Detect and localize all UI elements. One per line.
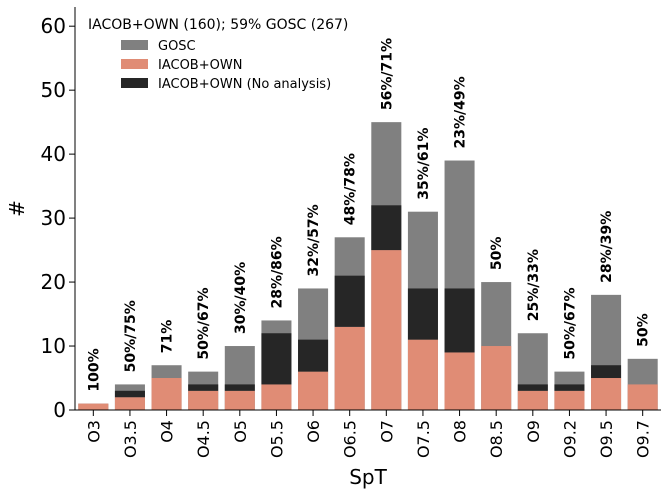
bar-no-analysis-O5	[225, 384, 255, 390]
bar-iacob-own-O7	[371, 250, 401, 410]
annotation-label: 48%/78%	[343, 153, 359, 225]
x-tick-label: O7.5	[414, 420, 433, 458]
bar-iacob-own-O6	[298, 372, 328, 410]
bar-iacob-own-O5.5	[261, 384, 291, 410]
y-axis-title: #	[5, 200, 29, 217]
annotation-label: 28%/86%	[269, 236, 285, 308]
annotation-label: 30%/40%	[233, 262, 249, 334]
y-tick-label: 20	[41, 270, 66, 294]
bars-group	[78, 122, 657, 410]
x-tick-label: O6.5	[341, 420, 360, 458]
legend: IACOB+OWN (160); 59% GOSC (267) GOSC IAC…	[88, 17, 348, 92]
x-tick-label: O8	[451, 420, 470, 443]
y-tick-label: 0	[53, 398, 66, 422]
x-tick-label: O9.2	[560, 420, 579, 458]
bar-iacob-own-O8.5	[481, 346, 511, 410]
annotation-label: 32%/57%	[306, 204, 322, 276]
x-tick-label: O5.5	[267, 420, 286, 458]
bar-iacob-own-O6.5	[335, 327, 365, 410]
bar-no-analysis-O4.5	[188, 384, 218, 390]
x-tick-label: O5	[231, 420, 250, 443]
bar-no-analysis-O6.5	[335, 276, 365, 327]
x-tick-label: O9.7	[634, 420, 653, 458]
annotation-label: 25%/33%	[526, 249, 542, 321]
legend-label-gosc: GOSC	[158, 39, 196, 54]
y-tick-label: 60	[41, 14, 66, 38]
bar-iacob-own-O4.5	[188, 391, 218, 410]
annotation-label: 50%/67%	[562, 287, 578, 359]
x-tick-label: O7	[377, 420, 396, 443]
x-tick-label: O4.5	[194, 420, 213, 458]
x-axis-title: SpT	[349, 465, 387, 489]
annotation-label: 50%/75%	[123, 300, 139, 372]
y-tick-label: 30	[41, 206, 66, 230]
annotation-label: 28%/39%	[599, 211, 615, 283]
x-tick-label: O4	[158, 420, 177, 443]
y-tick-label: 40	[41, 142, 66, 166]
annotation-label: 50%/67%	[196, 287, 212, 359]
bar-iacob-own-O5	[225, 391, 255, 410]
x-tick-label: O3.5	[121, 420, 140, 458]
bar-no-analysis-O9.5	[591, 365, 621, 378]
legend-title: IACOB+OWN (160); 59% GOSC (267)	[88, 17, 348, 33]
bar-iacob-own-O4	[152, 378, 182, 410]
legend-swatch-iacob-own	[121, 59, 148, 69]
annotation-label: 56%/71%	[379, 38, 395, 110]
legend-label-no-analysis: IACOB+OWN (No analysis)	[158, 77, 331, 92]
annotation-label: 50%	[489, 237, 505, 271]
bar-no-analysis-O6	[298, 340, 328, 372]
x-tick-label: O9.5	[597, 420, 616, 458]
annotation-label: 35%/61%	[416, 128, 432, 200]
annotation-label: 71%	[160, 320, 176, 354]
legend-swatch-no-analysis	[121, 78, 148, 88]
x-tick-label: O3	[84, 420, 103, 443]
bar-no-analysis-O7	[371, 205, 401, 250]
bar-no-analysis-O9	[518, 384, 548, 390]
legend-label-iacob-own: IACOB+OWN	[158, 58, 242, 73]
bar-iacob-own-O3	[78, 404, 108, 410]
bar-iacob-own-O9	[518, 391, 548, 410]
bar-iacob-own-O8	[445, 352, 475, 410]
annotation-label: 50%	[636, 313, 652, 347]
bar-iacob-own-O9.5	[591, 378, 621, 410]
y-tick-label: 50	[41, 78, 66, 102]
bar-iacob-own-O3.5	[115, 397, 145, 410]
bar-iacob-own-O7.5	[408, 340, 438, 410]
bar-no-analysis-O7.5	[408, 288, 438, 339]
bar-no-analysis-O8	[445, 288, 475, 352]
bar-iacob-own-O9.7	[628, 384, 658, 410]
bar-no-analysis-O5.5	[261, 333, 291, 384]
bar-iacob-own-O9.2	[554, 391, 584, 410]
x-tick-label: O9	[524, 420, 543, 443]
bar-no-analysis-O3.5	[115, 391, 145, 397]
legend-swatch-gosc	[121, 40, 148, 50]
x-tick-label: O6	[304, 420, 323, 443]
annotation-label: 23%/49%	[453, 76, 469, 148]
axes-group: O3 O3.5 O4 O4.5 O5 O5.5 O6 O6.5 O7 O7.5 O8 O8.5 O9 O9…	[5, 7, 661, 489]
annotation-label: 100%	[86, 348, 102, 391]
y-tick-label: 10	[41, 334, 66, 358]
x-tick-label: O8.5	[487, 420, 506, 458]
bar-no-analysis-O9.2	[554, 384, 584, 390]
